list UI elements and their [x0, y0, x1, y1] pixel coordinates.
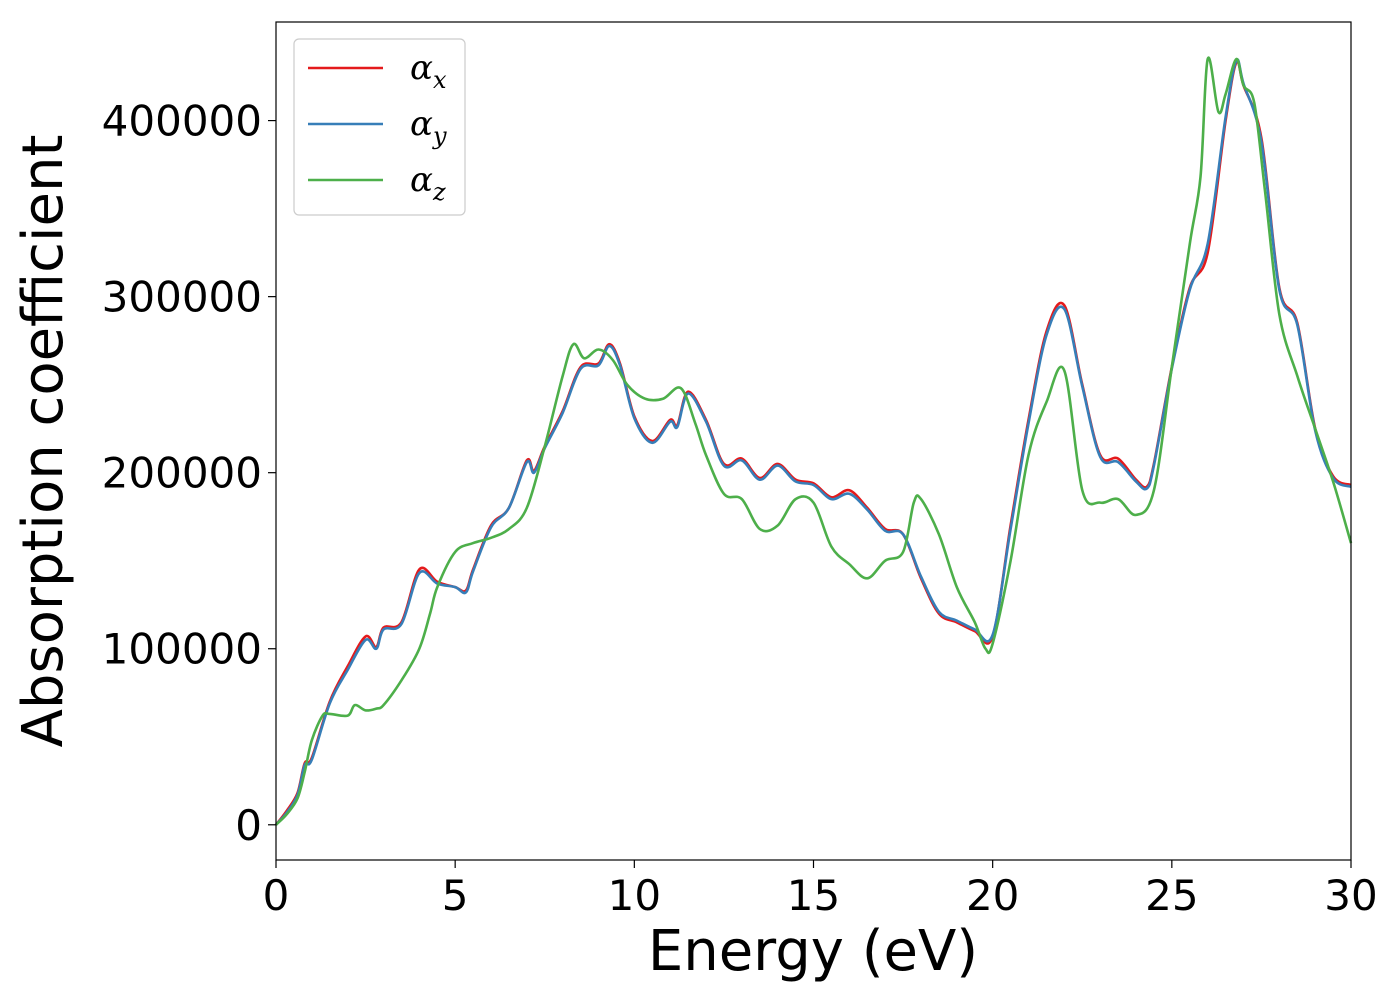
y-axis-label: Absorption coefficient — [11, 135, 76, 748]
x-tick-label: 30 — [1324, 871, 1377, 920]
legend: αx αy αz — [293, 38, 466, 216]
x-axis: 0 5 10 15 20 25 30 — [263, 860, 1378, 920]
x-axis-label: Energy (eV) — [648, 919, 978, 984]
legend-label-y: αy — [410, 104, 447, 150]
x-tick-label: 10 — [608, 871, 661, 920]
y-tick-label: 400000 — [102, 97, 262, 146]
series-line-z — [275, 56, 1353, 826]
legend-label-z: αz — [410, 160, 446, 206]
y-tick-label: 0 — [235, 801, 262, 850]
x-tick-label: 0 — [263, 871, 290, 920]
x-tick-label: 5 — [442, 871, 469, 920]
y-axis: 0 100000 200000 300000 400000 — [102, 97, 276, 850]
y-tick-label: 100000 — [102, 625, 262, 674]
series-line-y — [275, 58, 1352, 826]
x-tick-label: 25 — [1145, 871, 1198, 920]
series-layer — [274, 56, 1353, 826]
legend-box — [293, 38, 466, 216]
legend-label-x: αx — [410, 48, 447, 94]
x-tick-label: 15 — [787, 871, 840, 920]
x-tick-label: 20 — [966, 871, 1019, 920]
y-tick-label: 200000 — [102, 449, 262, 498]
y-tick-label: 300000 — [102, 273, 262, 322]
